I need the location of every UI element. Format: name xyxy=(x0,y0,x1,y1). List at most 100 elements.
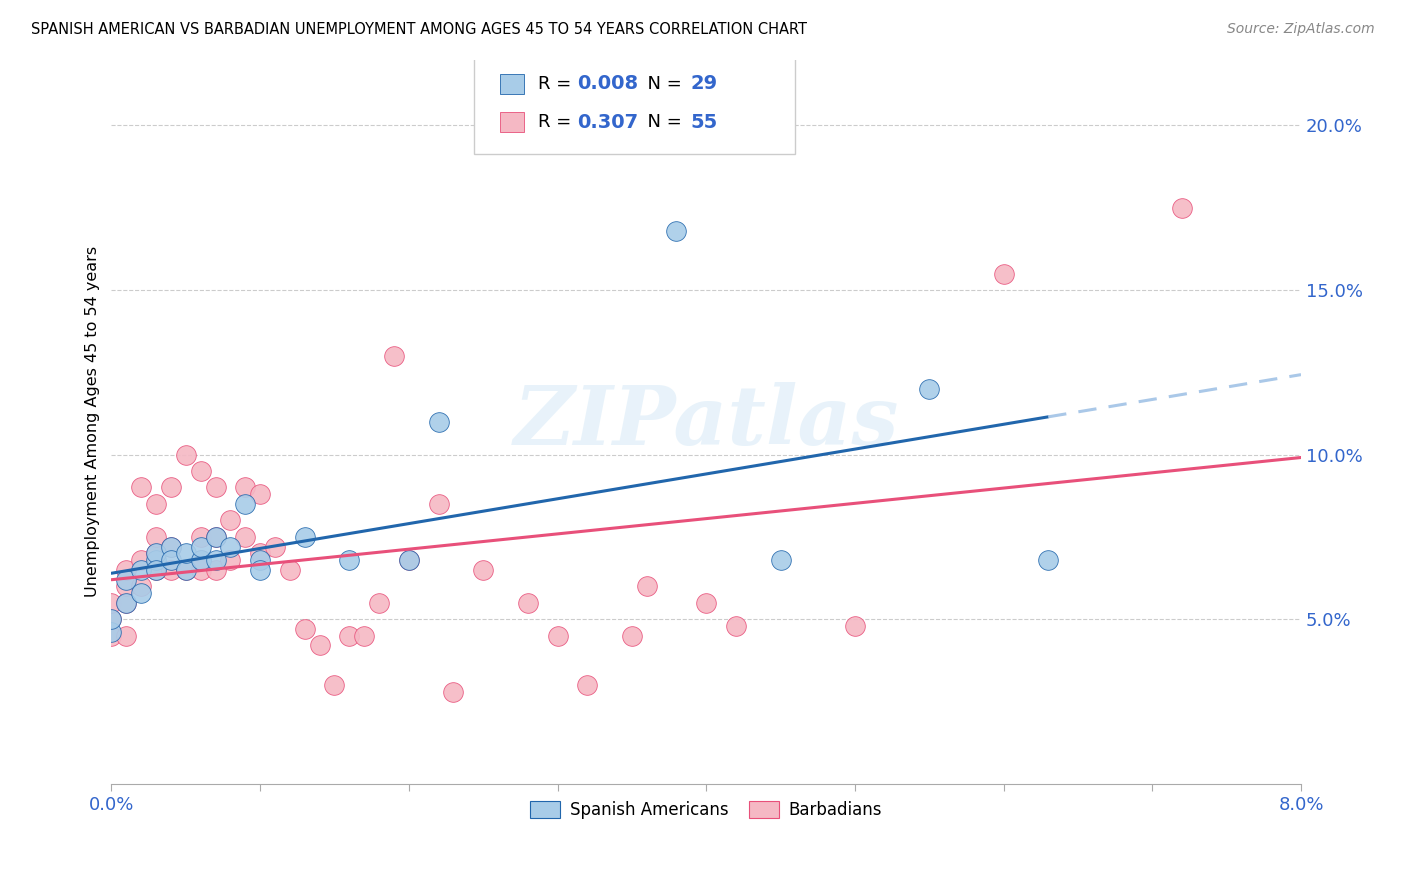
Point xyxy=(129,579,152,593)
Point xyxy=(249,546,271,560)
Point xyxy=(160,553,183,567)
Text: 29: 29 xyxy=(690,74,717,94)
Point xyxy=(174,448,197,462)
Point xyxy=(249,553,271,567)
Point xyxy=(844,619,866,633)
Point xyxy=(145,497,167,511)
Point xyxy=(1171,201,1194,215)
Point xyxy=(724,619,747,633)
Point xyxy=(233,497,256,511)
Point xyxy=(219,513,242,527)
Point xyxy=(278,563,301,577)
Text: 0.008: 0.008 xyxy=(578,74,638,94)
Text: R =: R = xyxy=(538,113,576,131)
Point xyxy=(115,596,138,610)
Point xyxy=(695,596,717,610)
Point xyxy=(129,586,152,600)
Y-axis label: Unemployment Among Ages 45 to 54 years: Unemployment Among Ages 45 to 54 years xyxy=(86,246,100,598)
Point xyxy=(190,464,212,478)
Point xyxy=(100,596,122,610)
Point xyxy=(145,563,167,577)
Point xyxy=(353,629,375,643)
Text: Source: ZipAtlas.com: Source: ZipAtlas.com xyxy=(1227,22,1375,37)
Point xyxy=(219,540,242,554)
Point xyxy=(769,553,792,567)
FancyBboxPatch shape xyxy=(501,112,523,132)
Point xyxy=(516,596,538,610)
Text: N =: N = xyxy=(636,113,688,131)
Point xyxy=(115,629,138,643)
Point xyxy=(115,563,138,577)
Point xyxy=(219,553,242,567)
Point xyxy=(100,612,122,626)
Point xyxy=(337,553,360,567)
FancyBboxPatch shape xyxy=(501,74,523,94)
Point xyxy=(100,612,122,626)
Point xyxy=(233,481,256,495)
Point xyxy=(190,553,212,567)
Point xyxy=(308,639,330,653)
Point xyxy=(427,497,450,511)
Point xyxy=(337,629,360,643)
Point xyxy=(918,382,941,396)
Point xyxy=(204,530,226,544)
Point xyxy=(145,546,167,560)
Point xyxy=(100,629,122,643)
Point xyxy=(115,579,138,593)
Point xyxy=(160,540,183,554)
Point xyxy=(368,596,391,610)
Text: ZIPatlas: ZIPatlas xyxy=(513,382,898,462)
Point xyxy=(160,540,183,554)
Text: 55: 55 xyxy=(690,112,717,132)
Text: SPANISH AMERICAN VS BARBADIAN UNEMPLOYMENT AMONG AGES 45 TO 54 YEARS CORRELATION: SPANISH AMERICAN VS BARBADIAN UNEMPLOYME… xyxy=(31,22,807,37)
Point xyxy=(427,415,450,429)
Text: R =: R = xyxy=(538,75,576,93)
Point xyxy=(204,481,226,495)
Point xyxy=(441,684,464,698)
Point xyxy=(160,481,183,495)
Point xyxy=(323,678,346,692)
Point xyxy=(993,267,1015,281)
Point xyxy=(398,553,420,567)
Point xyxy=(204,553,226,567)
Point xyxy=(233,530,256,544)
Point xyxy=(115,573,138,587)
Point xyxy=(190,553,212,567)
Point xyxy=(145,563,167,577)
Point xyxy=(129,481,152,495)
Point xyxy=(294,530,316,544)
Point xyxy=(204,530,226,544)
Point xyxy=(115,596,138,610)
Point xyxy=(204,563,226,577)
Point xyxy=(190,563,212,577)
Point xyxy=(382,349,405,363)
Point xyxy=(249,487,271,501)
Point xyxy=(472,563,495,577)
Point xyxy=(129,563,152,577)
Point xyxy=(145,530,167,544)
Point xyxy=(174,546,197,560)
Text: N =: N = xyxy=(636,75,688,93)
FancyBboxPatch shape xyxy=(474,53,796,153)
Point xyxy=(547,629,569,643)
Point xyxy=(190,530,212,544)
Point xyxy=(145,553,167,567)
Point xyxy=(665,224,688,238)
Point xyxy=(174,563,197,577)
Point xyxy=(576,678,599,692)
Legend: Spanish Americans, Barbadians: Spanish Americans, Barbadians xyxy=(523,795,889,826)
Point xyxy=(620,629,643,643)
Point xyxy=(174,563,197,577)
Point xyxy=(160,563,183,577)
Point xyxy=(249,563,271,577)
Point xyxy=(145,546,167,560)
Point xyxy=(100,625,122,640)
Point xyxy=(129,553,152,567)
Text: 0.307: 0.307 xyxy=(578,112,638,132)
Point xyxy=(190,540,212,554)
Point xyxy=(294,622,316,636)
Point xyxy=(1038,553,1060,567)
Point xyxy=(264,540,287,554)
Point xyxy=(636,579,658,593)
Point xyxy=(398,553,420,567)
